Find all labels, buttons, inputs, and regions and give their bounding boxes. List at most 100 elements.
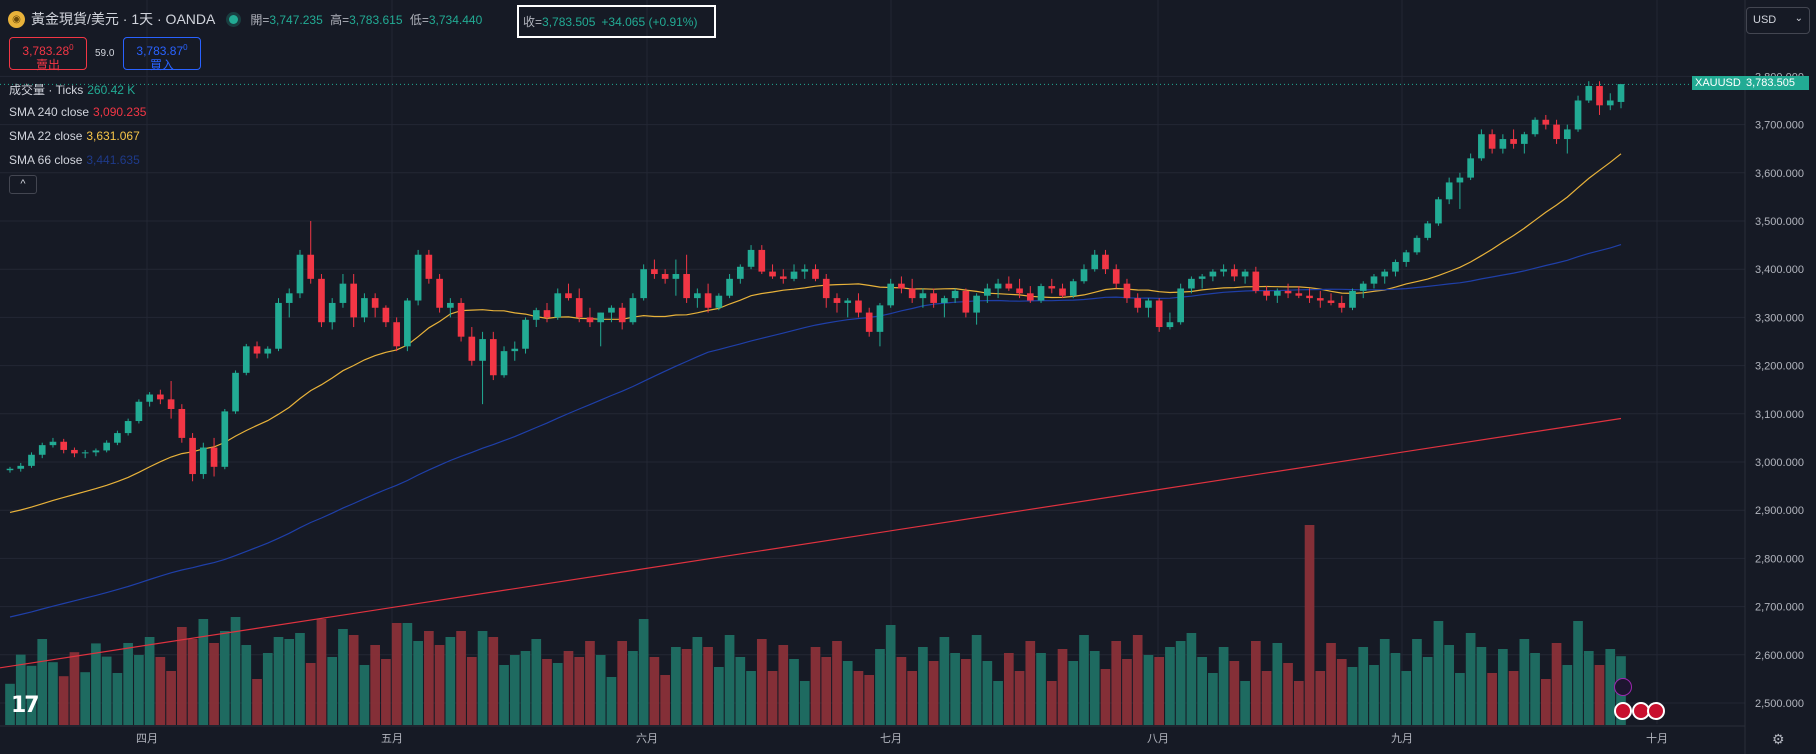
volume-bar bbox=[1272, 643, 1283, 725]
volume-bar bbox=[1379, 639, 1390, 725]
legend-volume[interactable]: 成交量 · Ticks 260.42 K bbox=[9, 81, 135, 98]
candle-body bbox=[135, 401, 143, 422]
volume-bar bbox=[1154, 657, 1165, 725]
volume-bar bbox=[595, 655, 606, 725]
candle-body bbox=[425, 254, 433, 279]
event-lightning-icon[interactable] bbox=[1614, 678, 1632, 696]
volume-bar bbox=[381, 659, 391, 725]
time-tick-label: 六月 bbox=[636, 732, 658, 745]
candle-body bbox=[1316, 298, 1324, 301]
legend-sma66[interactable]: SMA 66 close 3,441.635 bbox=[9, 153, 140, 167]
candle-body bbox=[1435, 199, 1442, 224]
candle-body bbox=[103, 442, 110, 451]
candle-body bbox=[1585, 86, 1593, 101]
volume-bar bbox=[177, 627, 187, 725]
change-value: +34.065 (+0.91%) bbox=[601, 14, 698, 29]
candle-body bbox=[382, 307, 390, 323]
volume-bar bbox=[1068, 661, 1079, 725]
volume-bar bbox=[928, 661, 939, 725]
volume-bar bbox=[112, 673, 123, 725]
candle-body bbox=[114, 433, 121, 443]
gold-coin-icon: ◉ bbox=[8, 10, 25, 28]
candle-body bbox=[565, 293, 572, 299]
candle-body bbox=[296, 254, 304, 294]
volume-bar bbox=[1605, 649, 1616, 725]
time-tick-label: 八月 bbox=[1147, 733, 1169, 745]
chart-settings-icon[interactable]: ⚙ bbox=[1772, 731, 1785, 747]
volume-bar bbox=[101, 656, 112, 725]
candle-body bbox=[694, 293, 701, 299]
candle-body bbox=[1574, 100, 1582, 130]
volume-bar bbox=[1111, 641, 1122, 725]
price-tick-label: 2,900.000 bbox=[1755, 505, 1804, 517]
volume-bar bbox=[48, 662, 58, 725]
legend-sma240-value: 3,090.235 bbox=[93, 105, 147, 119]
volume-bar bbox=[1046, 681, 1057, 725]
volume-bar bbox=[155, 657, 166, 725]
volume-bar bbox=[1433, 621, 1444, 725]
volume-bar bbox=[971, 635, 982, 725]
symbol-title[interactable]: 黃金現貨/美元 · 1天 · OANDA bbox=[31, 11, 216, 27]
close-readout-highlight: 收= 3,783.505 +34.065 (+0.91%) bbox=[517, 5, 716, 38]
candle-body bbox=[328, 302, 336, 323]
candle-body bbox=[339, 283, 347, 303]
buy-button[interactable]: 3,783.870 買入 bbox=[123, 37, 201, 72]
candle-body bbox=[898, 283, 905, 289]
volume-bar bbox=[961, 659, 971, 725]
candle-body bbox=[1521, 134, 1528, 144]
candle-body bbox=[210, 447, 218, 467]
time-tick-label: 五月 bbox=[381, 733, 403, 745]
tradingview-logo[interactable]: 17 bbox=[11, 693, 40, 718]
price-tick-label: 3,500.000 bbox=[1755, 216, 1804, 228]
volume-bar bbox=[617, 641, 628, 725]
us-event-flag-icon[interactable] bbox=[1647, 702, 1665, 720]
currency-select[interactable]: USD ⌄ bbox=[1746, 7, 1810, 34]
price-tick-label: 3,700.000 bbox=[1755, 120, 1804, 132]
volume-bar bbox=[1057, 649, 1068, 725]
volume-bar bbox=[1218, 647, 1229, 725]
volume-bar bbox=[563, 651, 574, 725]
price-tick-label: 3,300.000 bbox=[1755, 312, 1804, 324]
volume-bar bbox=[520, 651, 531, 725]
candle-body bbox=[822, 278, 830, 299]
collapse-legend-button[interactable]: ^ bbox=[9, 175, 37, 194]
volume-bar bbox=[1003, 653, 1014, 725]
candle-body bbox=[597, 312, 605, 323]
volume-bar bbox=[1229, 661, 1240, 725]
candle-body bbox=[1155, 300, 1163, 328]
candle-body bbox=[812, 269, 819, 279]
candle-body bbox=[1241, 271, 1249, 277]
candle-body bbox=[1445, 182, 1453, 200]
candle-body bbox=[1284, 290, 1292, 294]
candle-body bbox=[60, 441, 68, 450]
legend-sma22[interactable]: SMA 22 close 3,631.067 bbox=[9, 129, 140, 143]
legend-sma240[interactable]: SMA 240 close 3,090.235 bbox=[9, 105, 146, 119]
candle-body bbox=[651, 269, 658, 275]
chevron-down-icon: ⌄ bbox=[1794, 13, 1803, 24]
sell-price-small: 0 bbox=[69, 43, 74, 52]
candle-body bbox=[1273, 290, 1281, 296]
volume-bar bbox=[58, 676, 69, 725]
candle-body bbox=[1553, 124, 1560, 140]
candle-body bbox=[1026, 293, 1034, 301]
price-tick-label: 3,000.000 bbox=[1755, 457, 1804, 469]
candle-body bbox=[1069, 281, 1077, 296]
volume-bar bbox=[1562, 665, 1573, 725]
volume-bar bbox=[391, 623, 402, 725]
volume-bar bbox=[1122, 659, 1132, 725]
candle-body bbox=[1295, 293, 1303, 296]
candle-body bbox=[1166, 322, 1174, 328]
sell-label: 賣出 bbox=[35, 58, 60, 72]
sell-button[interactable]: 3,783.280 賣出 bbox=[9, 37, 87, 72]
candle-body bbox=[318, 278, 325, 323]
candle-body bbox=[1005, 283, 1013, 289]
volume-bar bbox=[918, 647, 928, 725]
candle-body bbox=[1370, 276, 1378, 284]
us-event-flag-icon[interactable] bbox=[1614, 702, 1632, 720]
volume-bar bbox=[767, 671, 778, 725]
time-tick-label: 四月 bbox=[136, 733, 158, 745]
volume-bar bbox=[1336, 659, 1347, 725]
candle-body bbox=[618, 307, 626, 323]
candle-body bbox=[1338, 302, 1346, 308]
